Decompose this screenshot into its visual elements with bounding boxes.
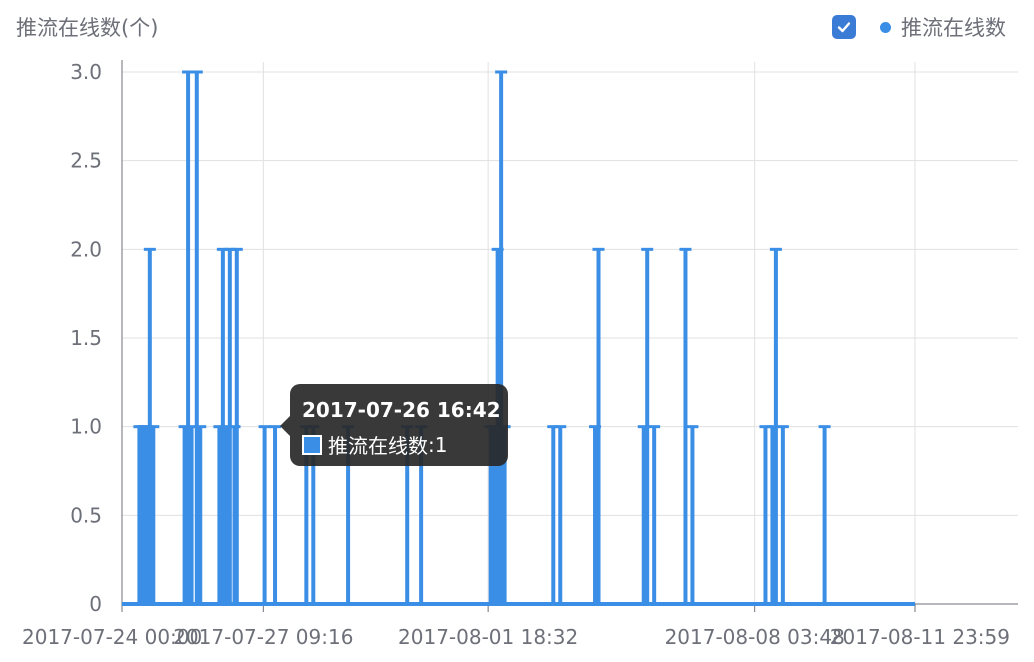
data-bar [151,426,156,604]
tooltip: 2017-07-26 16:42 推流在线数: 1 [280,384,508,466]
data-bar [304,426,309,604]
y-tick-label: 2.5 [70,149,102,173]
tooltip-separator: : [428,432,435,457]
tooltip-title: 2017-07-26 16:42 [302,398,501,422]
data-bar [645,249,650,605]
x-tick-label: 2017-08-01 18:32 [398,625,578,649]
data-bar [596,249,601,605]
legend[interactable]: 推流在线数 [832,12,1006,42]
data-bar [780,426,785,604]
data-bar [273,426,278,604]
legend-series-dot-icon [880,21,891,33]
data-bar [551,426,556,604]
data-bar [182,426,187,604]
data-bar [822,426,827,604]
data-bar [232,426,237,604]
data-bar [224,426,229,604]
data-bar [683,249,688,605]
tooltip-series-name: 推流在线数 [328,434,428,458]
data-bar [558,426,563,604]
x-tick-label: 2017-07-27 09:16 [173,625,353,649]
data-bar [770,426,775,604]
data-bar [137,426,142,604]
x-tick-label: 2017-07-24 00:00 [22,625,202,649]
data-bar [405,426,410,604]
data-bar [763,426,768,604]
check-icon [837,22,851,33]
data-bar [311,426,316,604]
data-bar [641,426,646,604]
data-bar [593,426,598,604]
data-bar [346,426,351,604]
data-bar [502,426,507,604]
y-tick-label: 1.0 [70,415,102,439]
y-axis-title: 推流在线数(个) [16,16,159,40]
data-bar [198,426,203,604]
x-tick-label: 2017-08-11 23:59 [830,625,1010,649]
data-bar [419,426,424,604]
data-bar [140,426,145,604]
data-bar [492,426,497,604]
legend-checkbox[interactable] [832,15,856,39]
tooltip-series-swatch-icon [302,434,322,455]
y-tick-label: 0 [89,592,102,616]
data-bar [186,72,191,604]
x-tick-label: 2017-08-08 03:48 [665,625,845,649]
data-bar [217,426,222,604]
data-bar [499,72,504,604]
tooltip-row: 推流在线数: 1 [302,430,447,459]
y-tick-label: 2.0 [70,237,102,261]
data-bar [234,249,239,605]
data-bar [652,426,657,604]
y-tick-label: 0.5 [70,503,102,527]
data-bar [144,426,149,604]
tooltip-value: 1 [434,432,448,457]
y-tick-label: 1.5 [70,326,102,350]
y-tick-label: 3.0 [70,60,102,84]
legend-series-label[interactable]: 推流在线数 [901,16,1006,40]
data-bar [262,426,267,604]
data-bar [189,426,194,604]
data-bar [194,72,199,604]
data-bar [488,426,493,604]
data-bar [773,249,778,605]
data-bar [690,426,695,604]
